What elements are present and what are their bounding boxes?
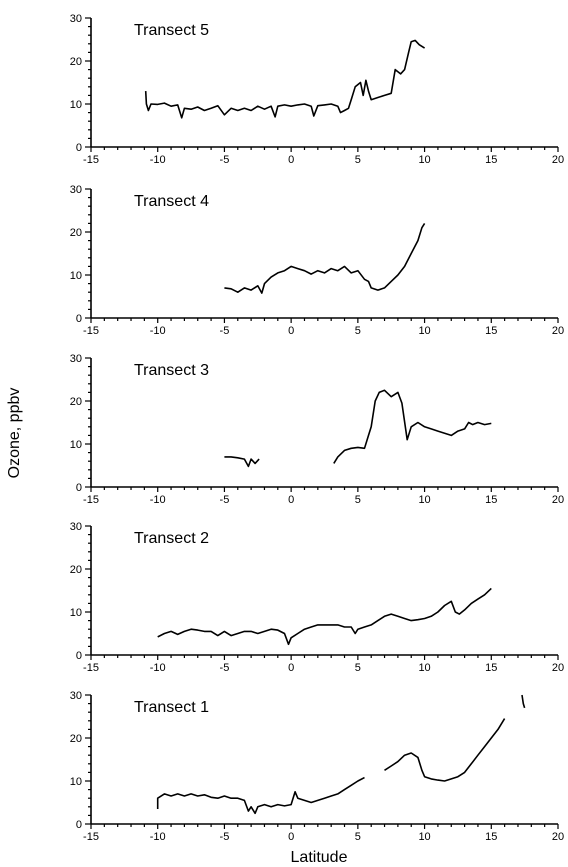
x-tick-label: 20: [552, 494, 564, 506]
panel-title: Transect 2: [134, 530, 209, 547]
x-tick-label: 20: [552, 154, 564, 166]
x-tick-label: -5: [220, 325, 230, 337]
y-tick-label: 20: [70, 733, 82, 745]
x-tick-label: -10: [150, 662, 166, 674]
x-tick-label: 0: [288, 494, 294, 506]
x-tick-label: -5: [220, 494, 230, 506]
y-tick-label: 0: [76, 650, 82, 662]
x-tick-label: 10: [418, 494, 430, 506]
x-tick-label: 5: [355, 662, 361, 674]
y-axis-label: Ozone, ppbv: [6, 388, 23, 479]
x-tick-label: 10: [418, 831, 430, 843]
y-tick-label: 0: [76, 819, 82, 831]
y-tick-label: 30: [70, 353, 82, 365]
x-tick-label: 20: [552, 831, 564, 843]
x-tick-label: 15: [485, 494, 497, 506]
x-tick-label: 0: [288, 325, 294, 337]
y-tick-label: 10: [70, 607, 82, 619]
ozone-data-line: [521, 694, 526, 709]
y-tick-label: 30: [70, 13, 82, 25]
y-tick-label: 20: [70, 56, 82, 68]
y-tick-label: 20: [70, 564, 82, 576]
x-tick-label: 15: [485, 831, 497, 843]
y-tick-label: 30: [70, 521, 82, 533]
x-tick-label: -15: [83, 831, 99, 843]
x-tick-label: 5: [355, 154, 361, 166]
x-tick-label: -15: [83, 154, 99, 166]
ozone-data-line: [333, 389, 492, 464]
y-tick-label: 10: [70, 439, 82, 451]
x-tick-label: 20: [552, 662, 564, 674]
panel-title: Transect 3: [134, 362, 209, 379]
y-tick-label: 20: [70, 227, 82, 239]
y-tick-label: 10: [70, 776, 82, 788]
ozone-data-line: [144, 39, 426, 119]
y-tick-label: 0: [76, 313, 82, 325]
x-tick-label: 15: [485, 325, 497, 337]
transect-3-panel: -15 -10 -5 0 5 10 15 20 0 10 20 30 Transect 3: [70, 353, 564, 506]
x-tick-label: 5: [355, 325, 361, 337]
ozone-data-line: [157, 587, 492, 646]
x-tick-label: 10: [418, 325, 430, 337]
x-tick-label: -15: [83, 325, 99, 337]
x-tick-label: 10: [418, 662, 430, 674]
panel-title: Transect 4: [134, 193, 209, 210]
x-tick-label: 5: [355, 494, 361, 506]
y-tick-label: 30: [70, 184, 82, 196]
y-tick-label: 10: [70, 99, 82, 111]
x-axis-label: Latitude: [291, 849, 348, 866]
y-tick-label: 20: [70, 396, 82, 408]
x-tick-label: 0: [288, 662, 294, 674]
ozone-data-line: [224, 222, 426, 294]
transect-5-panel: -15 -10 -5 0 5 10 15 20 0 10 20 30 Transect 5: [70, 13, 564, 166]
x-tick-label: 15: [485, 154, 497, 166]
transect-2-panel: -15 -10 -5 0 5 10 15 20 0 10 20 30 Transect 2: [70, 521, 564, 674]
x-tick-label: -5: [220, 831, 230, 843]
ozone-data-line: [156, 776, 365, 815]
y-tick-label: 0: [76, 142, 82, 154]
y-tick-label: 10: [70, 270, 82, 282]
x-tick-label: -15: [83, 662, 99, 674]
x-tick-label: -10: [150, 831, 166, 843]
x-tick-label: 15: [485, 662, 497, 674]
y-axis-label-svg: Ozone, ppbv: [6, 388, 23, 479]
x-tick-label: -10: [150, 325, 166, 337]
x-tick-label: 0: [288, 154, 294, 166]
x-tick-label: 20: [552, 325, 564, 337]
x-tick-label: -5: [220, 662, 230, 674]
x-tick-label: -10: [150, 494, 166, 506]
x-tick-label: 10: [418, 154, 430, 166]
transect-1-panel: -15 -10 -5 0 5 10 15 20 0 10 20 30 Transect 1: [70, 690, 564, 843]
transect-4-panel: -15 -10 -5 0 5 10 15 20 0 10 20 30 Transect 4: [70, 184, 564, 337]
panel-title: Transect 1: [134, 699, 209, 716]
x-tick-label: 5: [355, 831, 361, 843]
x-tick-label: -10: [150, 154, 166, 166]
y-tick-label: 0: [76, 482, 82, 494]
ozone-data-line: [224, 456, 260, 468]
panel-title: Transect 5: [134, 22, 209, 39]
x-tick-label: -15: [83, 494, 99, 506]
x-tick-label: 0: [288, 831, 294, 843]
x-tick-label: -5: [220, 154, 230, 166]
y-tick-label: 30: [70, 690, 82, 702]
ozone-data-line: [384, 718, 506, 782]
